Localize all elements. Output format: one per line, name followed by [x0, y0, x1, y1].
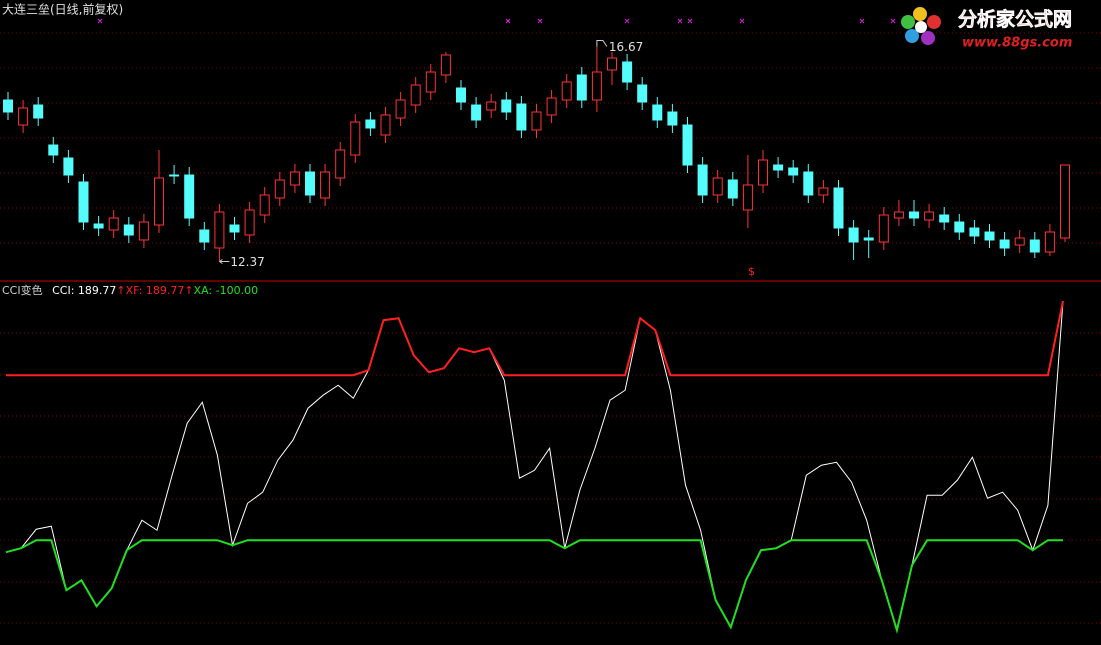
candle-body [410, 84, 421, 106]
candle-body [788, 167, 799, 176]
candle-body [924, 211, 935, 221]
candle-body [365, 119, 376, 129]
candle-body [773, 164, 784, 171]
candle-body [456, 87, 466, 103]
indicator-title: CCI变色 [2, 284, 43, 297]
indicator-line [6, 300, 1064, 377]
candle-body [622, 61, 633, 83]
indicator-line [5, 301, 1064, 633]
candle-body [954, 221, 965, 233]
candle-body [999, 239, 1010, 249]
candle-body [305, 171, 315, 196]
candle-body [229, 224, 240, 233]
candle-body [742, 184, 753, 211]
candle-body [576, 74, 587, 101]
candle-body [969, 227, 980, 237]
candle-body [833, 187, 844, 229]
candle-body [3, 99, 13, 113]
candle-body [909, 211, 919, 219]
candle-body [425, 71, 436, 93]
candle-body [1029, 239, 1040, 253]
readout-arrow: ↑ [116, 284, 126, 297]
readout: CCI: 189.77 [52, 284, 117, 297]
candle-body [244, 209, 255, 236]
candle-body [93, 223, 104, 229]
indicator-line [5, 539, 1063, 635]
candle-body [863, 237, 874, 241]
candle-body [289, 171, 300, 186]
chart-title: 大连三垒(日线,前复权) [2, 2, 123, 17]
candle-body [274, 179, 285, 199]
candle-body [546, 97, 557, 116]
candle-body [939, 214, 950, 223]
logo: 分析家公式网 www.88gs.com [901, 7, 1072, 51]
low-annotation: 12.37 [230, 255, 264, 269]
candle-body [1060, 164, 1070, 239]
logo-name: 分析家公式网 [958, 8, 1072, 31]
candle-body [169, 174, 180, 177]
candle-body [199, 229, 210, 243]
candle-body [1014, 237, 1025, 246]
candle-body [591, 71, 602, 101]
candle-body [652, 104, 663, 121]
candle-body [516, 103, 527, 131]
candle-body [818, 187, 829, 196]
candle-body [350, 121, 361, 156]
candle-body [984, 231, 995, 241]
candle-body [758, 159, 768, 186]
candle-body [335, 149, 346, 179]
candle-body [138, 221, 149, 241]
candle-body [607, 57, 617, 71]
candle-body [471, 104, 482, 121]
annotation-leader [596, 40, 608, 47]
readout: XF: 189.77 [125, 284, 185, 297]
grid-decoration [0, 32, 1101, 624]
candle-body [561, 81, 572, 101]
candle-body [154, 177, 164, 226]
candle-body [320, 171, 331, 199]
candle-body [501, 99, 512, 113]
candle-body [108, 217, 119, 231]
candle-body [803, 171, 814, 196]
candle-body [878, 214, 889, 243]
annotation-leader [219, 259, 230, 264]
candle-body [712, 177, 723, 196]
candle-body [63, 157, 74, 176]
candle-body [48, 144, 59, 156]
candle-body [1044, 231, 1055, 253]
candle-body [380, 114, 391, 136]
candle-body [727, 179, 738, 199]
candle-body [395, 99, 406, 119]
candle-body [78, 181, 89, 223]
candle-body [531, 111, 542, 131]
readout-arrow: ↑ [184, 284, 194, 297]
high-annotation: 16.67 [609, 40, 643, 54]
candle-body [18, 107, 29, 126]
candle-body [848, 227, 859, 243]
candle-body [123, 224, 134, 236]
signal-symbol: $ [748, 265, 755, 278]
candle-body [893, 211, 904, 219]
indicator-readouts: CCI变色 CCI: 189.77↑XF: 189.77↑XA: -100.00 [2, 282, 258, 298]
candle-body [682, 124, 693, 166]
candle-body [486, 101, 497, 111]
candle-body [259, 194, 270, 216]
signal-markers [97, 18, 896, 24]
candle-body [33, 104, 44, 119]
candle-body [214, 211, 225, 249]
candle-body [697, 164, 708, 196]
candle-body [440, 54, 451, 76]
readout: XA: -100.00 [193, 284, 259, 297]
candle-body [184, 174, 195, 219]
logo-url: www.88gs.com [962, 36, 1072, 51]
candle-body [637, 84, 648, 103]
candle-body [667, 111, 678, 126]
